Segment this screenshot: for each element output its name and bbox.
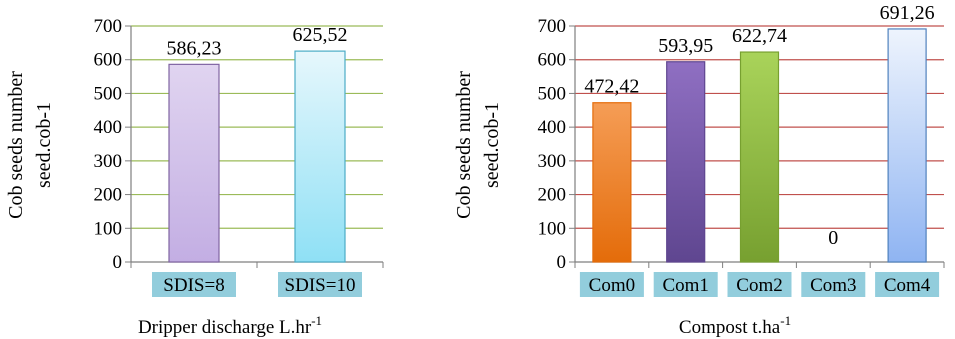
bar-com2 [739, 51, 780, 263]
y-tick-label: 400 [538, 117, 567, 138]
data-label: 625,52 [293, 24, 348, 46]
data-label: 0 [828, 227, 838, 249]
category-label-background [875, 272, 940, 297]
y-tick-label: 500 [94, 83, 123, 104]
y-axis-label: Cob seeds number [453, 71, 475, 219]
category-label-background [653, 272, 718, 297]
y-tick-label: 100 [538, 218, 567, 239]
y-tick-label: 600 [538, 50, 567, 71]
x-axis-label: Dripper discharge L.hr-1 [138, 313, 322, 338]
data-label: 472,42 [584, 76, 639, 98]
category-label-background [278, 272, 362, 297]
y-tick-label: 300 [538, 151, 567, 172]
bar-com4 [887, 28, 927, 263]
bar-sdis-8 [168, 63, 220, 263]
y-tick-label: 600 [94, 50, 123, 71]
bar-com0 [592, 102, 632, 263]
y-axis-label: seed.cob-1 [33, 102, 55, 188]
y-tick-label: 300 [94, 151, 123, 172]
y-tick-label: 100 [94, 218, 123, 239]
y-tick-label: 200 [94, 185, 123, 206]
data-label: 593,95 [658, 35, 713, 57]
y-tick-label: 500 [538, 83, 567, 104]
bar-com1 [666, 61, 706, 263]
category-label-background [801, 272, 866, 297]
category-label-background [579, 272, 644, 297]
category-label: Com2 [736, 275, 782, 296]
category-label: Com4 [884, 275, 931, 296]
category-label-background [152, 272, 236, 297]
x-axis-label: Compost t.ha-1 [679, 313, 791, 338]
y-tick-label: 200 [538, 185, 567, 206]
data-label: 691,26 [880, 2, 935, 24]
category-label: Com0 [589, 275, 635, 296]
y-axis-label: seed.cob-1 [481, 102, 503, 188]
category-label-background [727, 272, 792, 297]
y-tick-label: 0 [113, 252, 123, 273]
category-label: Com1 [662, 275, 708, 296]
y-tick-label: 400 [94, 117, 123, 138]
bar-sdis-10 [294, 50, 346, 263]
data-label: 586,23 [167, 37, 222, 59]
y-axis-label: Cob seeds number [5, 71, 27, 219]
y-tick-label: 700 [538, 16, 567, 37]
category-label: Com3 [810, 275, 856, 296]
y-tick-label: 700 [94, 16, 123, 37]
category-label: SDIS=8 [163, 275, 224, 296]
data-label: 622,74 [732, 25, 787, 47]
y-tick-label: 0 [557, 252, 567, 273]
chart-dripper-discharge: 0 100 200 300 400 500 600 700 586,23 SDIS=8 625,52… [5, 16, 384, 338]
chart-compost: 0 100 200 300 400 500 600 700 472,42 Com0 593,95 Co… [453, 2, 945, 338]
category-label: SDIS=10 [285, 275, 356, 296]
